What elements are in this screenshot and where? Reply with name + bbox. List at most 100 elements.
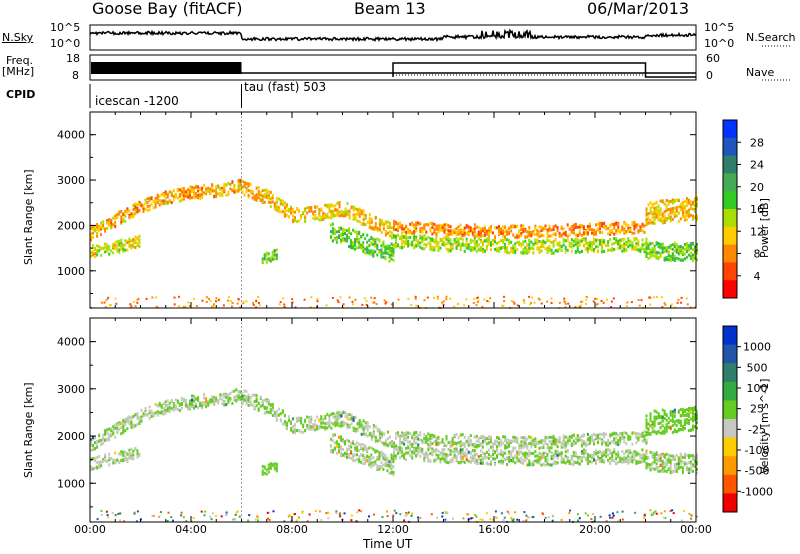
data-cell xyxy=(522,243,525,246)
data-cell xyxy=(601,247,604,250)
data-cell xyxy=(532,439,535,443)
data-cell xyxy=(335,445,338,449)
data-cell xyxy=(518,450,521,454)
data-cell xyxy=(348,452,351,456)
data-cell xyxy=(605,226,608,230)
data-cell xyxy=(502,245,505,249)
data-cell xyxy=(124,420,127,423)
data-cell xyxy=(544,458,547,462)
data-cell xyxy=(356,238,359,242)
data-cell xyxy=(336,213,339,217)
data-cell xyxy=(465,298,468,301)
data-cell xyxy=(637,223,640,227)
data-cell xyxy=(184,403,187,407)
data-cell xyxy=(591,454,593,458)
data-cell xyxy=(560,445,563,449)
data-cell xyxy=(603,452,606,456)
data-cell xyxy=(451,438,454,442)
data-cell xyxy=(514,436,517,440)
data-cell xyxy=(378,457,381,461)
data-cell xyxy=(469,456,472,460)
data-cell xyxy=(393,235,395,239)
data-cell xyxy=(407,236,410,240)
data-cell xyxy=(667,458,670,462)
data-cell xyxy=(128,240,131,244)
data-cell xyxy=(399,225,402,229)
data-cell xyxy=(215,397,218,401)
data-cell xyxy=(449,444,452,448)
data-cell xyxy=(607,226,610,230)
data-cell xyxy=(558,438,561,442)
data-cell xyxy=(487,457,490,460)
data-cell xyxy=(130,215,133,219)
data-cell xyxy=(419,236,422,240)
data-cell xyxy=(659,252,662,256)
data-cell xyxy=(124,214,127,218)
data-cell xyxy=(334,420,337,424)
data-cell xyxy=(584,451,587,455)
data-cell xyxy=(613,441,616,445)
data-cell xyxy=(407,242,410,246)
data-cell xyxy=(437,249,440,252)
data-cell xyxy=(486,300,489,302)
data-cell xyxy=(172,405,175,408)
data-cell xyxy=(689,251,692,255)
data-cell xyxy=(564,306,567,309)
data-cell xyxy=(338,236,340,239)
data-cell xyxy=(663,246,666,250)
data-cell xyxy=(352,205,355,209)
data-cell xyxy=(522,436,525,440)
data-cell xyxy=(538,246,541,249)
data-cell xyxy=(663,202,666,206)
data-cell xyxy=(382,224,385,228)
data-cell xyxy=(354,215,357,219)
data-cell xyxy=(538,239,541,243)
data-cell xyxy=(209,299,212,302)
data-cell xyxy=(227,181,230,185)
data-cell xyxy=(114,217,117,221)
data-cell xyxy=(514,242,517,246)
data-cell xyxy=(382,463,385,467)
data-cell xyxy=(136,301,139,304)
data-cell xyxy=(437,454,440,458)
data-cell xyxy=(413,246,416,250)
data-cell xyxy=(239,390,242,394)
data-cell xyxy=(673,245,676,249)
data-cell xyxy=(593,248,595,251)
data-cell xyxy=(435,453,438,457)
data-cell xyxy=(263,195,266,199)
data-cell xyxy=(593,232,595,236)
data-cell xyxy=(574,222,577,226)
data-cell xyxy=(542,245,545,249)
data-cell xyxy=(465,243,468,247)
data-cell xyxy=(332,209,335,213)
data-cell xyxy=(146,197,149,201)
data-cell xyxy=(348,424,351,428)
data-cell xyxy=(562,243,565,247)
data-cell xyxy=(597,433,599,437)
data-cell xyxy=(352,303,354,306)
data-cell xyxy=(599,459,601,462)
data-cell xyxy=(502,453,505,457)
data-cell xyxy=(696,214,698,218)
data-cell xyxy=(310,420,313,424)
data-cell xyxy=(506,238,509,242)
data-cell xyxy=(552,457,555,461)
data-cell xyxy=(98,226,101,230)
data-cell xyxy=(526,446,529,450)
data-cell xyxy=(516,224,519,228)
data-cell xyxy=(610,300,613,303)
data-cell xyxy=(180,401,183,405)
data-cell xyxy=(308,420,311,424)
data-cell xyxy=(281,210,284,214)
data-cell xyxy=(477,237,480,241)
data-cell xyxy=(364,425,367,428)
data-cell xyxy=(362,245,365,249)
data-cell xyxy=(536,232,539,236)
data-cell xyxy=(201,299,204,302)
nave-label: Nave xyxy=(746,66,775,79)
data-cell xyxy=(556,450,559,453)
data-cell xyxy=(275,417,278,421)
data-cell xyxy=(665,217,668,221)
data-cell xyxy=(386,251,389,255)
